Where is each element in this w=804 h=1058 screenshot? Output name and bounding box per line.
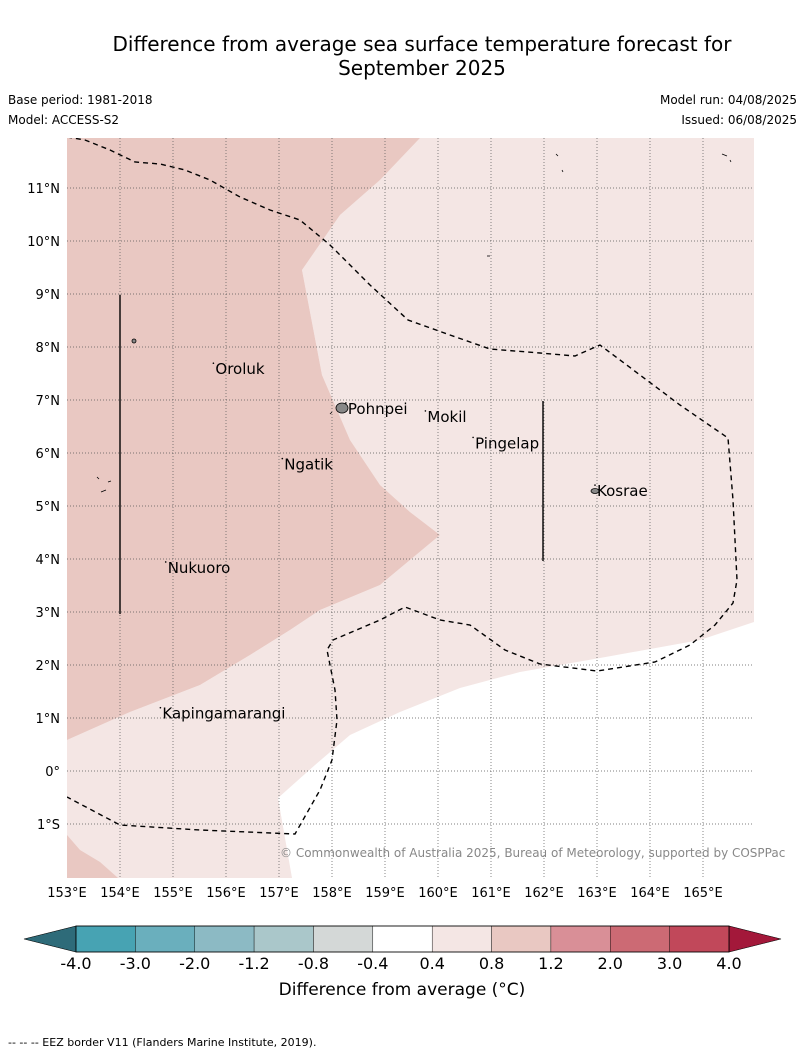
lat-tick-label: 4°N — [36, 553, 61, 568]
lat-tick-label: 8°N — [36, 341, 61, 356]
place-marker — [424, 410, 427, 412]
lat-tick-label: 1°S — [37, 818, 60, 833]
lat-tick-label: 5°N — [36, 500, 61, 515]
colorbar-tick-label: -1.2 — [238, 954, 269, 973]
colorbar-under-arrow — [23, 925, 77, 953]
state-borders — [119, 295, 544, 614]
place-label: Oroluk — [215, 360, 264, 378]
lon-tick-label: 158°E — [312, 886, 352, 901]
colorbar-tick-label: 3.0 — [657, 954, 682, 973]
place-label: Kosrae — [597, 482, 648, 500]
colorbar-over-arrow — [728, 925, 782, 953]
colorbar-bin — [194, 925, 255, 953]
model-run: Model run: 04/08/2025 — [659, 93, 797, 107]
anomaly-region-warm — [67, 138, 440, 740]
island-west-south — [96, 476, 112, 493]
lon-tick-label: 164°E — [630, 886, 670, 901]
map-gridlines — [67, 138, 754, 878]
lat-tick-label: 3°N — [36, 606, 61, 621]
place-marker — [345, 402, 347, 404]
colorbar-bin — [669, 925, 730, 953]
colorbar-bin — [75, 925, 136, 953]
lon-tick-label: 153°E — [47, 886, 87, 901]
lon-tick-label: 154°E — [100, 886, 140, 901]
lon-tick-label: 163°E — [577, 886, 617, 901]
colorbar: -4.0 -3.0 -2.0 -1.2 -0.8 -0.4 0.4 0.8 1.2 2.0 3.0 4… — [23, 925, 782, 973]
title-line-1: Difference from average sea surface temp… — [112, 32, 732, 56]
lat-tick-label: 7°N — [36, 394, 61, 409]
colorbar-bin — [313, 925, 374, 953]
lon-tick-label: 156°E — [206, 886, 246, 901]
colorbar-bin — [610, 925, 670, 953]
lon-tick-label: 160°E — [418, 886, 458, 901]
place-label: Pohnpei — [348, 400, 408, 418]
colorbar-tick-label: -0.8 — [298, 954, 329, 973]
place-marker — [212, 362, 215, 365]
lon-tick-label: 165°E — [683, 886, 723, 901]
island-north-east — [555, 153, 732, 173]
lon-tick-label: 157°E — [259, 886, 299, 901]
place-marker — [594, 484, 596, 486]
map-title: Difference from average sea surface temp… — [60, 32, 784, 80]
island-pohnpei-reef — [329, 411, 333, 415]
lat-tick-label: 10°N — [27, 235, 60, 250]
place-marker — [159, 706, 162, 709]
lat-tick-label: 9°N — [36, 288, 61, 303]
lon-tick-label: 161°E — [471, 886, 511, 901]
colorbar-tick-label: -3.0 — [120, 954, 151, 973]
lat-tick-label: 11°N — [27, 182, 60, 197]
place-marker — [472, 436, 474, 439]
island-pohnpei — [335, 402, 349, 414]
eez-border-north — [67, 138, 738, 835]
colorbar-frame — [75, 925, 730, 953]
colorbar-tick-label: 4.0 — [716, 954, 741, 973]
colorbar-bin — [431, 925, 492, 953]
colorbar-bin — [550, 925, 611, 953]
place-marker — [164, 561, 167, 563]
island-kosrae — [590, 488, 600, 494]
axis-labels: 153°E 154°E 155°E 156°E 157°E 158°E 159°E 160°E… — [27, 182, 723, 901]
lat-tick-label: 2°N — [36, 659, 61, 674]
place-marker — [281, 457, 284, 460]
model-name: Model: ACCESS-S2 — [8, 113, 120, 127]
issued-date: Issued: 06/08/2025 — [681, 113, 797, 127]
place-label: Ngatik — [284, 456, 333, 474]
lon-tick-label: 155°E — [153, 886, 193, 901]
place-label: Mokil — [427, 408, 466, 426]
colorbar-tick-label: 0.4 — [419, 954, 444, 973]
colorbar-tick-label: -0.4 — [357, 954, 388, 973]
anomaly-region-warm-south — [67, 835, 118, 878]
colorbar-bin — [135, 925, 195, 953]
place-labels: Oroluk Pohnpei Mokil Pingelap Ngatik Kosrae Nu… — [159, 360, 648, 723]
colorbar-bin — [491, 925, 552, 953]
lat-tick-label: 1°N — [36, 712, 61, 727]
lat-tick-label: 0° — [45, 765, 60, 780]
colorbar-tick-label: 1.2 — [538, 954, 563, 973]
colorbar-tick-label: -4.0 — [60, 954, 91, 973]
island-west — [131, 338, 137, 344]
lon-tick-label: 159°E — [365, 886, 405, 901]
map-plot-area: Oroluk Pohnpei Mokil Pingelap Ngatik Kosrae Nu… — [67, 138, 754, 878]
colorbar-tick-label: -2.0 — [179, 954, 210, 973]
place-label: Pingelap — [475, 434, 539, 452]
eez-borders — [67, 138, 738, 835]
place-label: Nukuoro — [168, 559, 231, 577]
colorbar-tick-label: 0.8 — [479, 954, 504, 973]
colorbar-tick-label: 2.0 — [598, 954, 623, 973]
colorbar-bin — [253, 925, 314, 953]
lat-tick-label: 6°N — [36, 447, 61, 462]
lon-tick-label: 162°E — [524, 886, 564, 901]
eez-footnote: -- -- -- EEZ border V11 (Flanders Marine… — [8, 1036, 317, 1049]
colorbar-title: Difference from average (°C) — [278, 980, 526, 1000]
small-islands — [96, 153, 732, 494]
colorbar-bin — [372, 925, 433, 953]
place-label: Kapingamarangi — [162, 705, 285, 723]
anomaly-region-light — [67, 138, 754, 878]
copyright-credit: © Commonwealth of Australia 2025, Bureau… — [280, 846, 786, 860]
title-line-2: September 2025 — [338, 56, 506, 80]
base-period: Base period: 1981-2018 — [8, 93, 153, 107]
